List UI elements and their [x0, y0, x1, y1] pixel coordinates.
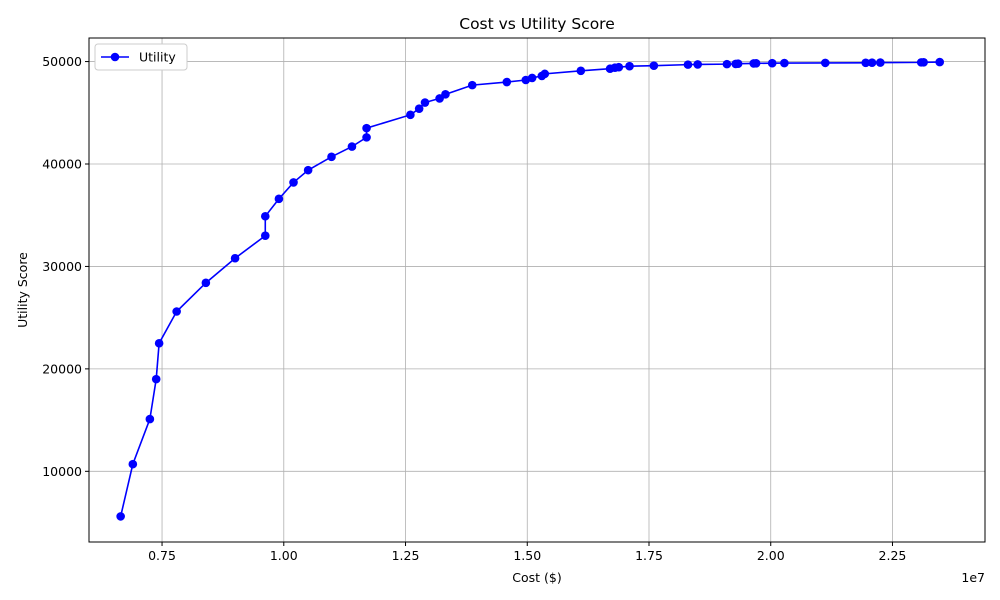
data-point: [820, 58, 830, 68]
data-markers: [116, 57, 945, 521]
y-tick-label: 10000: [42, 464, 82, 479]
y-axis-label: Utility Score: [15, 252, 30, 328]
data-point: [876, 58, 885, 67]
y-tick-label: 30000: [42, 259, 82, 274]
y-tick-label: 20000: [42, 361, 82, 376]
data-point: [145, 414, 155, 424]
x-tick-label: 1.25: [392, 548, 420, 563]
data-point: [614, 62, 624, 72]
data-point: [303, 165, 313, 175]
chart-title: Cost vs Utility Score: [459, 15, 615, 33]
y-tick-label: 40000: [42, 157, 82, 172]
data-point: [406, 110, 415, 120]
data-point: [502, 77, 512, 87]
data-point: [230, 253, 240, 263]
data-point: [260, 231, 270, 241]
data-point: [116, 512, 125, 521]
data-point: [861, 58, 870, 68]
data-point: [693, 60, 702, 69]
data-point: [201, 278, 211, 288]
x-tick-label: 2.00: [757, 548, 785, 563]
data-point: [151, 374, 161, 384]
legend-label-utility: Utility: [139, 50, 176, 65]
x-tick-label: 1.00: [270, 548, 298, 563]
data-point: [441, 90, 450, 99]
data-point: [780, 58, 789, 68]
x-tick-label: 1.75: [635, 548, 663, 563]
data-point: [347, 142, 357, 151]
legend-box: [94, 43, 188, 71]
data-point: [919, 57, 928, 67]
data-point: [527, 73, 537, 83]
plot-frame: [88, 37, 986, 543]
data-point: [467, 80, 477, 90]
grid-lines: [89, 38, 985, 542]
x-axis-offset-label: 1e7: [961, 570, 985, 585]
data-point: [733, 59, 743, 69]
data-point: [362, 123, 371, 133]
y-tick-label: 50000: [42, 54, 82, 69]
legend-marker-swatch: [110, 52, 120, 62]
x-axis-ticks: 0.75 1.00 1.25 1.50 1.75 2.00 2.25: [148, 542, 906, 563]
data-point: [327, 152, 336, 162]
data-point: [576, 66, 586, 76]
y-axis-ticks: 10000 20000 30000 40000 50000: [42, 54, 89, 479]
x-tick-label: 2.25: [879, 548, 907, 563]
data-point: [274, 194, 284, 204]
data-point: [154, 338, 164, 348]
data-point: [289, 178, 298, 187]
data-point: [767, 58, 777, 68]
data-point: [649, 61, 659, 70]
data-point: [935, 57, 945, 67]
data-point: [540, 69, 550, 79]
data-point: [683, 60, 693, 69]
x-axis-label: Cost ($): [512, 570, 561, 585]
data-point: [751, 59, 761, 68]
legend: Utility: [94, 43, 188, 71]
data-point: [867, 58, 877, 67]
x-tick-label: 1.50: [513, 548, 541, 563]
data-point: [128, 459, 138, 469]
data-point: [722, 59, 732, 69]
data-point: [172, 307, 181, 316]
data-point: [260, 211, 270, 221]
data-point: [362, 133, 371, 142]
data-point: [420, 98, 430, 107]
data-point: [414, 104, 424, 113]
data-point: [625, 61, 634, 71]
x-tick-label: 0.75: [148, 548, 176, 563]
